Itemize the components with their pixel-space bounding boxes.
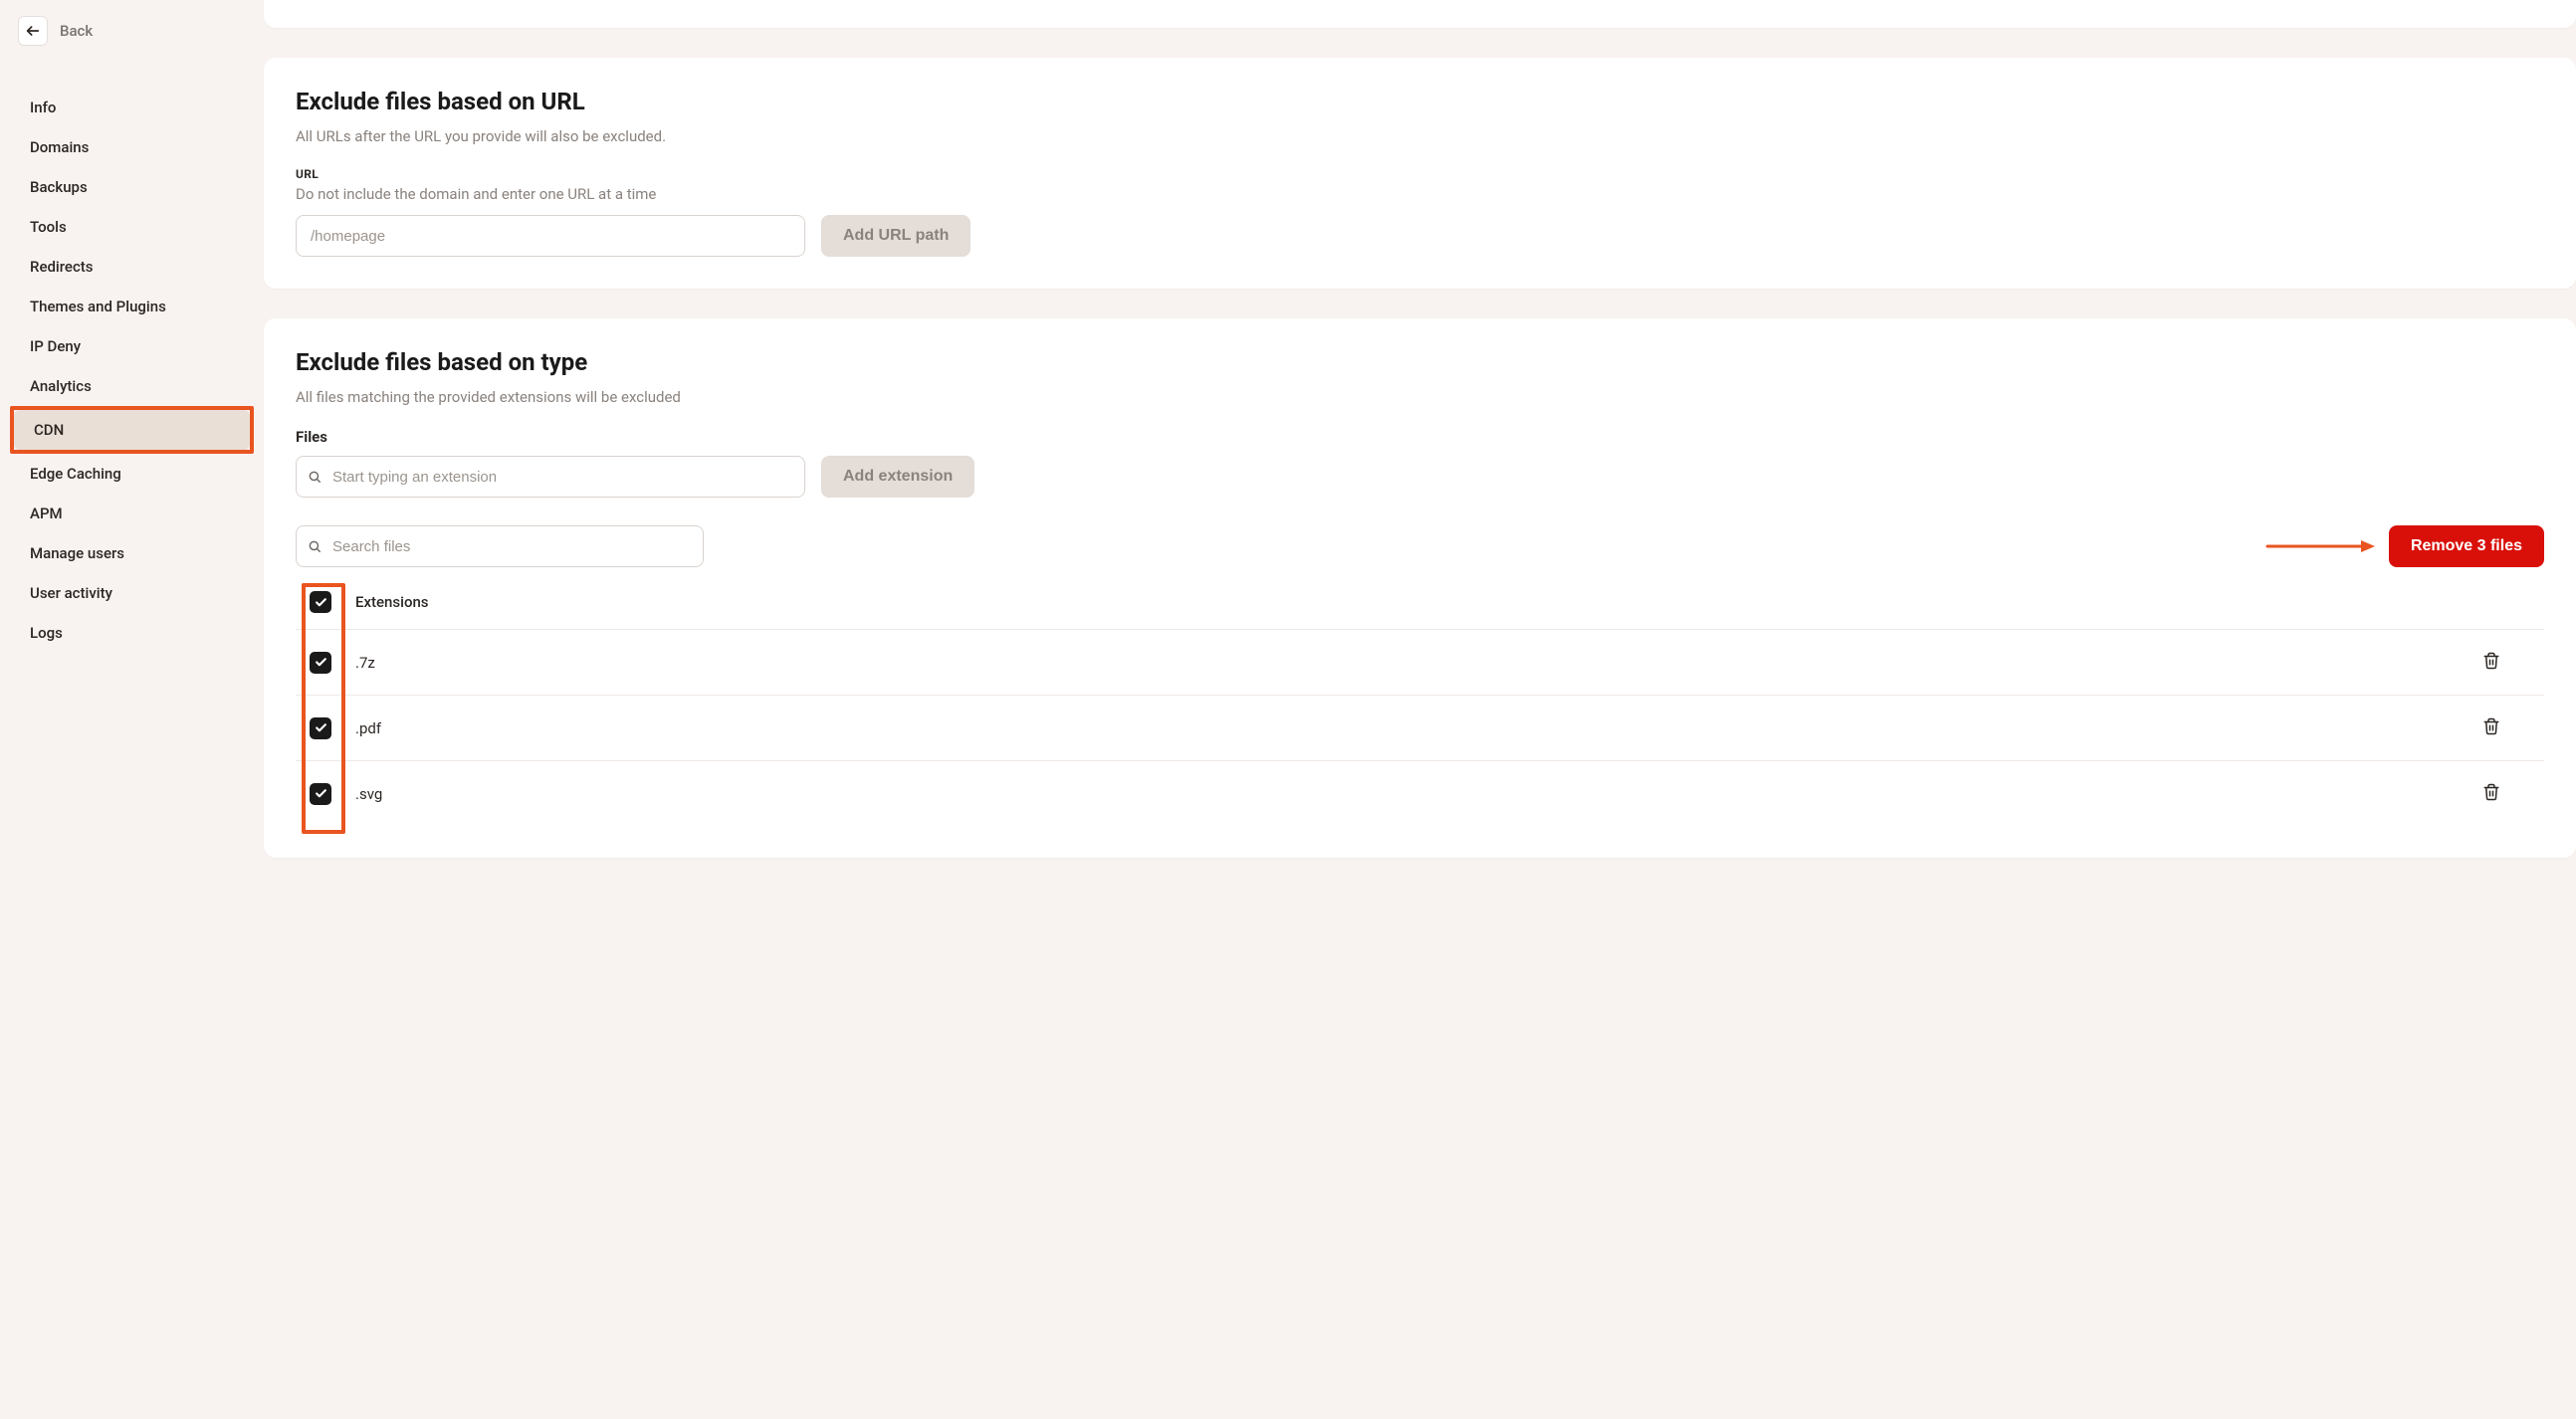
add-extension-button[interactable]: Add extension: [821, 456, 974, 498]
nav-list: Info Domains Backups Tools Redirects The…: [10, 88, 254, 653]
back-button[interactable]: [18, 16, 48, 46]
sidebar-highlight: CDN: [10, 406, 254, 454]
extension-name: .pdf: [355, 719, 2484, 737]
main-content: Exclude files based on URL All URLs afte…: [264, 0, 2576, 1419]
url-input[interactable]: [296, 215, 805, 257]
check-icon: [315, 596, 327, 609]
sidebar-item-logs[interactable]: Logs: [10, 613, 254, 653]
arrow-left-icon: [25, 23, 41, 39]
select-all-checkbox[interactable]: [310, 591, 331, 613]
trash-icon: [2482, 783, 2500, 801]
trash-icon: [2482, 652, 2500, 670]
sidebar-item-apm[interactable]: APM: [10, 494, 254, 533]
sidebar-item-manage-users[interactable]: Manage users: [10, 533, 254, 573]
sidebar-item-edge-caching[interactable]: Edge Caching: [10, 454, 254, 494]
sidebar-item-cdn[interactable]: CDN: [14, 410, 250, 450]
exclude-type-title: Exclude files based on type: [296, 348, 2544, 376]
check-icon: [315, 656, 327, 669]
back-row: Back: [10, 10, 254, 52]
exclude-url-title: Exclude files based on URL: [296, 88, 2544, 115]
annotation-arrow-icon: [2265, 539, 2375, 553]
exclude-type-subtitle: All files matching the provided extensio…: [296, 388, 2544, 406]
sidebar-item-redirects[interactable]: Redirects: [10, 247, 254, 287]
extension-name: .svg: [355, 785, 2484, 803]
sidebar-item-ip-deny[interactable]: IP Deny: [10, 326, 254, 366]
sidebar-item-label: Themes and Plugins: [30, 298, 166, 315]
sidebar-item-label: Redirects: [30, 258, 94, 276]
sidebar-item-label: Info: [30, 99, 56, 116]
sidebar-item-label: CDN: [34, 421, 64, 439]
search-icon: [308, 539, 322, 553]
extension-input[interactable]: [296, 456, 805, 498]
extension-row: .7z: [296, 630, 2544, 696]
remove-files-button[interactable]: Remove 3 files: [2389, 525, 2544, 567]
row-checkbox[interactable]: [310, 652, 331, 674]
sidebar-item-label: APM: [30, 505, 63, 522]
exclude-type-card: Exclude files based on type All files ma…: [264, 318, 2576, 858]
sidebar-item-user-activity[interactable]: User activity: [10, 573, 254, 613]
sidebar-item-label: Manage users: [30, 544, 124, 562]
sidebar-item-tools[interactable]: Tools: [10, 207, 254, 247]
delete-row-button[interactable]: [2478, 713, 2504, 742]
sidebar: Back Info Domains Backups Tools Redirect…: [0, 0, 264, 1419]
extension-name: .7z: [355, 654, 2484, 672]
extension-row: .svg: [296, 761, 2544, 826]
url-field-hint: Do not include the domain and enter one …: [296, 185, 2544, 203]
previous-card-stub: [264, 0, 2576, 28]
check-icon: [315, 787, 327, 800]
add-url-button[interactable]: Add URL path: [821, 215, 970, 257]
search-icon: [308, 470, 322, 484]
row-checkbox[interactable]: [310, 783, 331, 805]
row-checkbox[interactable]: [310, 717, 331, 739]
extension-row: .pdf: [296, 696, 2544, 761]
back-label: Back: [60, 22, 93, 40]
sidebar-item-label: Analytics: [30, 377, 92, 395]
sidebar-item-label: Tools: [30, 218, 67, 236]
sidebar-item-analytics[interactable]: Analytics: [10, 366, 254, 406]
extensions-table: Extensions .7z: [296, 575, 2544, 826]
exclude-url-card: Exclude files based on URL All URLs afte…: [264, 58, 2576, 289]
sidebar-item-domains[interactable]: Domains: [10, 127, 254, 167]
sidebar-item-label: Domains: [30, 138, 89, 156]
sidebar-item-label: Logs: [30, 624, 63, 642]
delete-row-button[interactable]: [2478, 779, 2504, 808]
search-files-input[interactable]: [296, 525, 704, 567]
sidebar-item-backups[interactable]: Backups: [10, 167, 254, 207]
files-field-label: Files: [296, 428, 2544, 446]
extensions-header-label: Extensions: [355, 593, 2484, 611]
sidebar-item-label: Backups: [30, 178, 88, 196]
check-icon: [315, 721, 327, 734]
delete-row-button[interactable]: [2478, 648, 2504, 677]
url-field-label: URL: [296, 167, 2544, 181]
sidebar-item-info[interactable]: Info: [10, 88, 254, 127]
annotation-arrow-group: Remove 3 files: [2265, 525, 2544, 567]
extensions-header-row: Extensions: [296, 575, 2544, 630]
sidebar-item-label: Edge Caching: [30, 465, 121, 483]
sidebar-item-label: IP Deny: [30, 337, 81, 355]
sidebar-item-themes-plugins[interactable]: Themes and Plugins: [10, 287, 254, 326]
exclude-url-subtitle: All URLs after the URL you provide will …: [296, 127, 2544, 145]
trash-icon: [2482, 717, 2500, 735]
sidebar-item-label: User activity: [30, 584, 112, 602]
